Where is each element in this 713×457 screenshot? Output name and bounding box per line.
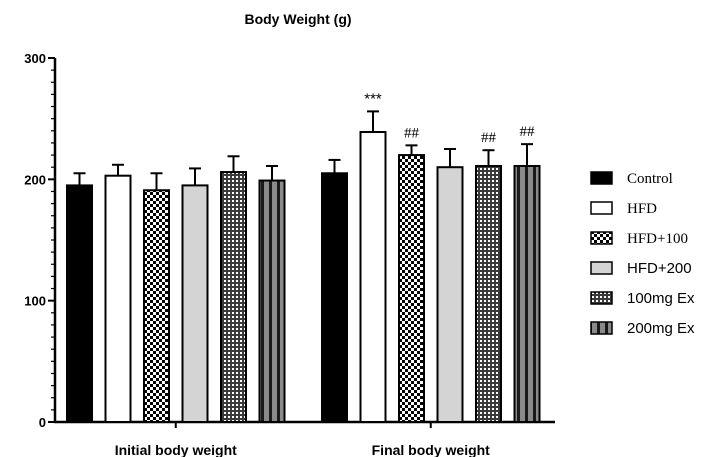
chart-title: Body Weight (g) <box>244 11 351 27</box>
bar <box>143 189 170 423</box>
significance-annotation: *** <box>364 90 382 107</box>
legend: Control HFD HFD+100 HFD+200 100mg Ex 200mg Ex <box>590 171 695 337</box>
bar <box>359 131 387 423</box>
legend-label: 100mg Ex <box>627 290 695 307</box>
axes: 0 100 200 300 Initial body weight Final body … <box>24 51 555 457</box>
bar <box>436 166 464 423</box>
legend-swatch <box>590 201 613 215</box>
bar <box>321 172 348 423</box>
y-tick-label: 300 <box>24 51 46 66</box>
legend-label: Control <box>627 171 673 187</box>
legend-label: HFD+200 <box>627 260 692 277</box>
x-category-label: Final body weight <box>372 442 491 457</box>
legend-label: 200mg Ex <box>627 320 695 337</box>
legend-label: HFD+100 <box>627 231 688 247</box>
bar <box>181 184 209 423</box>
bar <box>220 171 247 423</box>
x-category-label: Initial body weight <box>115 442 237 457</box>
y-tick-label: 0 <box>39 415 46 430</box>
legend-swatch <box>590 171 613 185</box>
bars: *** ## ## ## <box>66 90 541 423</box>
y-tick-label: 100 <box>24 294 46 309</box>
significance-annotation: ## <box>481 130 497 146</box>
legend-label: HFD <box>627 201 657 217</box>
legend-swatch <box>590 291 613 305</box>
y-tick-label: 200 <box>24 172 46 187</box>
significance-annotation: ## <box>404 125 420 141</box>
bar <box>475 164 502 423</box>
bar <box>398 154 425 423</box>
legend-swatch <box>590 261 613 275</box>
bar <box>66 184 93 423</box>
bar <box>104 174 132 423</box>
bar <box>513 164 541 423</box>
significance-annotation: ## <box>520 124 536 140</box>
bar <box>258 179 286 423</box>
legend-swatch <box>590 231 613 245</box>
legend-swatch <box>590 321 613 335</box>
